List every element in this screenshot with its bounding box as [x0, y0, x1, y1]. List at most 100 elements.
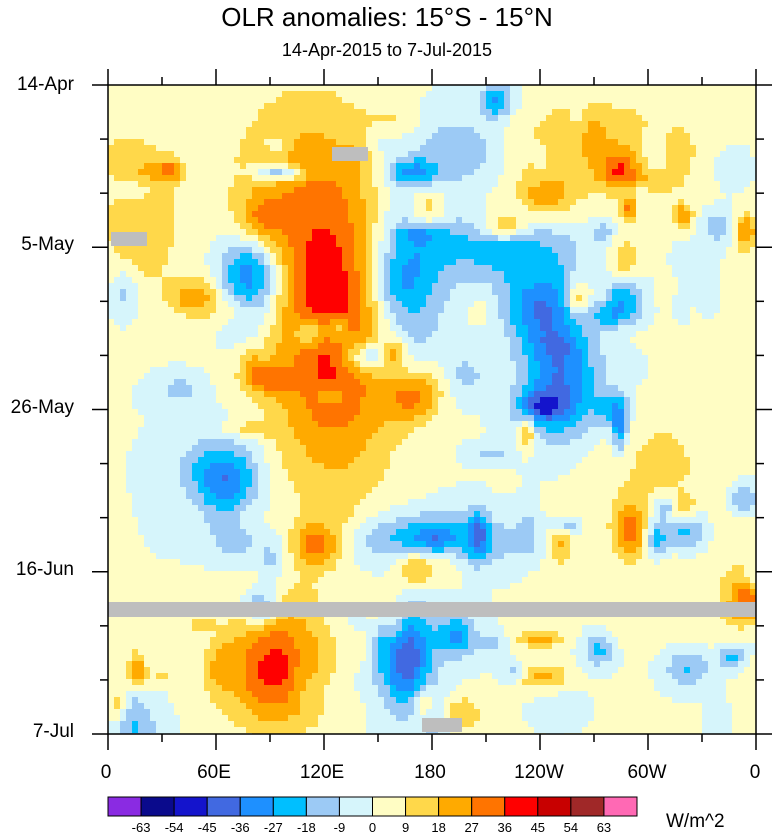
field-cell — [384, 343, 390, 349]
field-cell — [444, 283, 450, 289]
field-cell — [420, 169, 426, 175]
field-cell — [744, 169, 750, 175]
field-cell — [690, 97, 696, 103]
field-cell — [384, 319, 390, 325]
field-cell — [648, 277, 654, 283]
field-cell — [396, 91, 402, 97]
field-cell — [390, 355, 396, 361]
field-cell — [180, 337, 186, 343]
field-cell — [108, 313, 114, 319]
field-cell — [486, 103, 492, 109]
field-cell — [396, 145, 402, 151]
field-cell — [246, 109, 252, 115]
field-cell — [288, 139, 294, 145]
field-cell — [360, 295, 366, 301]
field-cell — [732, 307, 738, 313]
field-cell — [324, 139, 330, 145]
field-cell — [120, 277, 126, 283]
field-cell — [390, 217, 396, 223]
field-cell — [642, 259, 648, 265]
field-cell — [546, 241, 552, 247]
field-cell — [108, 349, 114, 355]
field-cell — [582, 109, 588, 115]
field-cell — [348, 127, 354, 133]
field-cell — [660, 193, 666, 199]
field-cell — [426, 199, 432, 205]
field-cell — [342, 289, 348, 295]
field-cell — [738, 247, 744, 253]
field-cell — [354, 199, 360, 205]
field-cell — [240, 133, 246, 139]
field-cell — [114, 349, 120, 355]
field-cell — [552, 247, 558, 253]
field-cell — [564, 163, 570, 169]
field-cell — [684, 325, 690, 331]
field-cell — [678, 127, 684, 133]
field-cell — [726, 283, 732, 289]
field-cell — [690, 337, 696, 343]
field-cell — [108, 361, 114, 367]
field-cell — [444, 337, 450, 343]
field-cell — [414, 265, 420, 271]
field-cell — [672, 223, 678, 229]
field-cell — [564, 247, 570, 253]
field-cell — [630, 181, 636, 187]
field-cell — [234, 247, 240, 253]
field-cell — [156, 307, 162, 313]
field-cell — [558, 289, 564, 295]
field-cell — [228, 223, 234, 229]
field-cell — [522, 343, 528, 349]
field-cell — [246, 229, 252, 235]
field-cell — [270, 211, 276, 217]
field-cell — [726, 169, 732, 175]
field-cell — [486, 319, 492, 325]
field-cell — [666, 325, 672, 331]
field-cell — [402, 163, 408, 169]
field-cell — [120, 355, 126, 361]
field-cell — [750, 181, 756, 187]
field-cell — [114, 331, 120, 337]
field-cell — [636, 271, 642, 277]
field-cell — [324, 307, 330, 313]
field-cell — [588, 205, 594, 211]
field-cell — [198, 205, 204, 211]
field-cell — [114, 217, 120, 223]
field-cell — [558, 211, 564, 217]
field-cell — [156, 295, 162, 301]
field-cell — [582, 169, 588, 175]
field-cell — [456, 343, 462, 349]
field-cell — [642, 247, 648, 253]
field-cell — [468, 241, 474, 247]
field-cell — [162, 271, 168, 277]
field-cell — [492, 103, 498, 109]
field-cell — [558, 331, 564, 337]
field-cell — [210, 355, 216, 361]
field-cell — [498, 157, 504, 163]
field-cell — [414, 331, 420, 337]
field-cell — [270, 187, 276, 193]
field-cell — [114, 157, 120, 163]
field-cell — [462, 289, 468, 295]
field-cell — [168, 151, 174, 157]
field-cell — [156, 331, 162, 337]
field-cell — [672, 235, 678, 241]
field-cell — [690, 295, 696, 301]
field-cell — [288, 325, 294, 331]
field-cell — [108, 127, 114, 133]
field-cell — [348, 259, 354, 265]
field-cell — [216, 175, 222, 181]
field-cell — [666, 139, 672, 145]
field-cell — [216, 151, 222, 157]
field-cell — [438, 253, 444, 259]
field-cell — [192, 181, 198, 187]
field-cell — [684, 157, 690, 163]
field-cell — [468, 145, 474, 151]
field-cell — [342, 235, 348, 241]
field-cell — [120, 85, 126, 91]
field-cell — [288, 109, 294, 115]
field-cell — [156, 235, 162, 241]
field-cell — [348, 301, 354, 307]
field-cell — [582, 163, 588, 169]
field-cell — [354, 85, 360, 91]
field-cell — [306, 199, 312, 205]
